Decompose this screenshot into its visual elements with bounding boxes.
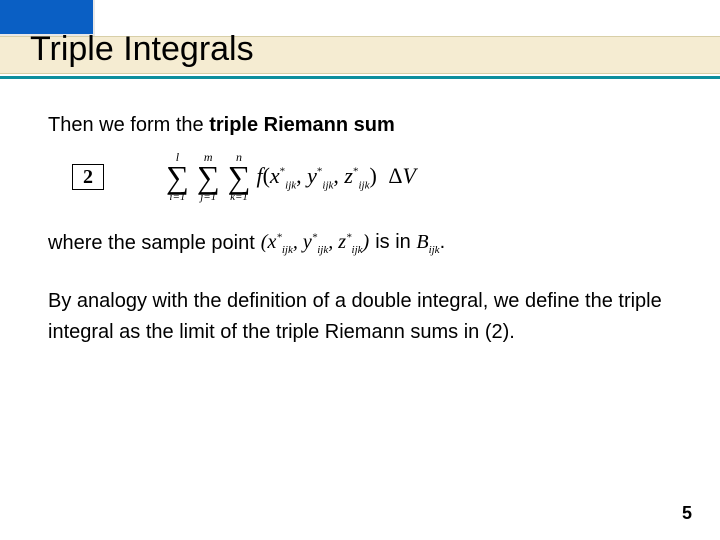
sample-point-line: where the sample point (x*ijk, y*ijk, z*…: [48, 229, 672, 258]
sample-point-suffix: is in Bijk.: [375, 229, 445, 258]
page-title: Triple Integrals: [30, 30, 254, 69]
sample-point-tuple: (x*ijk, y*ijk, z*ijk): [261, 229, 369, 258]
equation-number-box: 2: [72, 164, 104, 190]
slide-header: Triple Integrals: [0, 0, 720, 82]
page-number: 5: [682, 503, 692, 524]
definition-paragraph: By analogy with the definition of a doub…: [48, 286, 672, 348]
intro-prefix: Then we form the: [48, 114, 209, 136]
sigma-i: l ∑ i=1: [166, 151, 189, 203]
intro-line: Then we form the triple Riemann sum: [48, 112, 672, 139]
sample-point-prefix: where the sample point: [48, 230, 255, 257]
equation-row: 2 l ∑ i=1 m ∑ j=1 n ∑ k=1 f(x*ijk, y*ijk…: [48, 151, 672, 203]
summand: f(x*ijk, y*ijk, z*ijk) ΔV: [256, 161, 415, 193]
sigma-j: m ∑ j=1: [197, 151, 220, 203]
sigma-k: n ∑ k=1: [228, 151, 251, 203]
riemann-sum-formula: l ∑ i=1 m ∑ j=1 n ∑ k=1 f(x*ijk, y*ijk, …: [164, 151, 416, 203]
intro-bold: triple Riemann sum: [209, 114, 395, 136]
slide-body: Then we form the triple Riemann sum 2 l …: [0, 82, 720, 348]
teal-divider: [0, 76, 720, 79]
